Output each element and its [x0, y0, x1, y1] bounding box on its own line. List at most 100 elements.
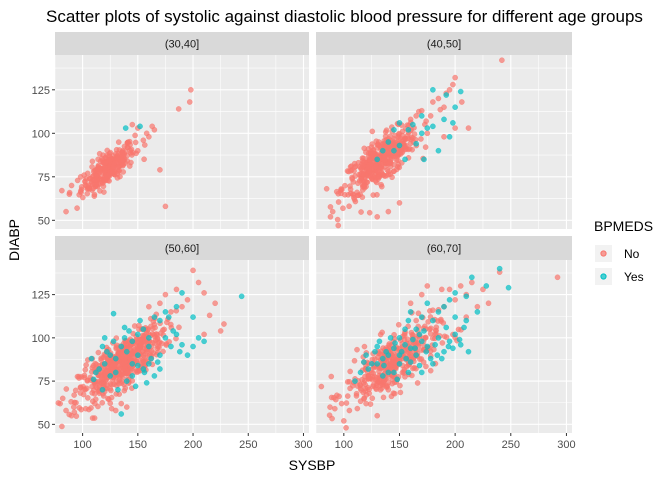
scatter-point-no	[74, 177, 81, 184]
scatter-point-yes	[135, 331, 141, 338]
scatter-point-no	[354, 405, 361, 412]
scatter-point-no	[129, 377, 136, 384]
scatter-point-no	[438, 286, 445, 293]
scatter-point-no	[397, 389, 404, 396]
panel-background	[316, 260, 572, 433]
scatter-point-no	[366, 209, 373, 216]
scatter-point-no	[418, 291, 425, 298]
scatter-point-yes	[190, 343, 196, 350]
scatter-point-yes	[446, 296, 453, 303]
scatter-point-yes	[129, 373, 136, 379]
scatter-point-yes	[173, 303, 180, 310]
facet-strip-label: (30,40]	[165, 39, 199, 51]
scatter-point-yes	[151, 373, 158, 379]
facet-strip-label: (60,70]	[427, 243, 461, 255]
scatter-point-no	[157, 300, 163, 307]
scatter-point-no	[373, 385, 379, 391]
scatter-point-no	[452, 74, 458, 81]
scatter-point-no	[351, 357, 358, 364]
scatter-point-no	[374, 214, 381, 220]
scatter-point-yes	[441, 116, 447, 123]
scatter-point-yes	[469, 274, 475, 281]
scatter-point-no	[212, 300, 218, 307]
scatter-point-no	[90, 387, 97, 394]
scatter-point-no	[380, 379, 387, 385]
scatter-point-no	[129, 351, 135, 358]
scatter-point-no	[105, 395, 111, 402]
scatter-point-no	[426, 326, 433, 333]
scatter-point-no	[391, 360, 398, 366]
scatter-point-no	[100, 393, 107, 399]
scatter-point-no	[459, 99, 465, 105]
scatter-point-yes	[374, 343, 381, 350]
x-tick-label: 100	[73, 439, 91, 451]
scatter-point-no	[206, 312, 213, 319]
scatter-point-no	[341, 418, 347, 424]
scatter-point-no	[122, 341, 129, 347]
scatter-point-yes	[184, 352, 191, 358]
scatter-point-no	[110, 164, 117, 171]
scatter-point-no	[422, 323, 428, 330]
scatter-point-no	[116, 167, 123, 173]
scatter-point-no	[391, 141, 398, 148]
scatter-point-no	[359, 184, 366, 190]
scatter-point-no	[68, 182, 75, 189]
scatter-point-no	[418, 136, 424, 142]
scatter-point-no	[81, 172, 87, 178]
scatter-point-no	[362, 381, 368, 388]
scatter-point-yes	[137, 317, 143, 324]
scatter-point-no	[345, 191, 352, 198]
scatter-point-yes	[135, 362, 141, 369]
scatter-point-no	[93, 180, 100, 187]
x-tick-label: 300	[294, 439, 312, 451]
scatter-point-no	[554, 274, 561, 281]
scatter-point-no	[384, 167, 391, 173]
scatter-point-no	[413, 317, 419, 324]
scatter-point-no	[63, 407, 69, 414]
scatter-point-yes	[391, 345, 397, 352]
scatter-point-yes	[413, 140, 419, 147]
scatter-point-no	[91, 415, 98, 421]
scatter-point-yes	[463, 317, 470, 324]
data-points	[318, 265, 561, 431]
legend-key-no	[600, 250, 607, 257]
scatter-point-yes	[410, 121, 416, 128]
scatter-point-no	[327, 214, 334, 220]
scatter-point-no	[329, 208, 336, 215]
scatter-point-no	[385, 149, 392, 156]
scatter-point-yes	[190, 314, 196, 320]
scatter-point-yes	[93, 369, 99, 376]
scatter-point-yes	[421, 328, 427, 334]
scatter-point-yes	[126, 328, 132, 334]
scatter-point-no	[217, 328, 224, 334]
scatter-point-no	[430, 307, 436, 313]
scatter-point-yes	[430, 317, 436, 324]
scatter-point-no	[55, 400, 62, 406]
scatter-point-no	[327, 204, 334, 210]
scatter-point-yes	[383, 348, 389, 355]
scatter-point-yes	[141, 369, 148, 376]
scatter-point-no	[328, 373, 335, 380]
scatter-point-yes	[435, 335, 442, 341]
scatter-point-no	[439, 340, 446, 346]
scatter-point-yes	[391, 369, 397, 376]
scatter-point-no	[435, 95, 442, 102]
scatter-point-yes	[132, 383, 139, 390]
scatter-point-no	[82, 178, 88, 184]
scatter-point-no	[446, 87, 453, 93]
scatter-point-yes	[465, 348, 472, 355]
scatter-point-yes	[402, 156, 408, 163]
scatter-point-no	[333, 396, 339, 403]
scatter-point-no	[87, 175, 93, 182]
scatter-point-yes	[432, 341, 438, 348]
scatter-point-yes	[391, 147, 397, 154]
x-tick-label: 300	[557, 439, 575, 451]
scatter-point-yes	[394, 376, 401, 383]
scatter-point-no	[363, 400, 369, 407]
scatter-point-no	[123, 404, 130, 410]
scatter-point-yes	[154, 359, 161, 365]
scatter-point-no	[124, 370, 131, 376]
scatter-point-no	[499, 57, 505, 64]
scatter-point-no	[368, 369, 375, 376]
scatter-point-yes	[403, 355, 409, 362]
